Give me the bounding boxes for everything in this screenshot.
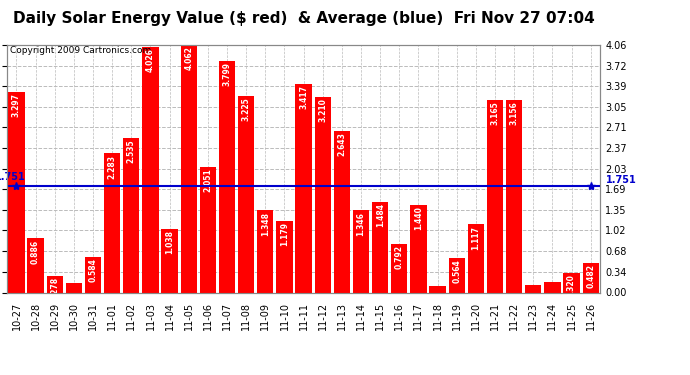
Bar [544,282,560,292]
Text: 1.179: 1.179 [280,222,289,246]
Text: Daily Solar Energy Value ($ red)  & Average (blue)  Fri Nov 27 07:04: Daily Solar Energy Value ($ red) & Avera… [12,11,595,26]
Bar [28,238,43,292]
Text: 2.051: 2.051 [204,169,213,192]
Text: 1.346: 1.346 [357,211,366,236]
Bar [219,61,235,292]
Text: 1.117: 1.117 [471,226,480,250]
Text: 1.751: 1.751 [607,174,637,184]
Text: 3.417: 3.417 [299,86,308,109]
Bar [487,99,503,292]
Text: 4.062: 4.062 [184,46,193,70]
Bar [238,96,255,292]
Text: 1.440: 1.440 [414,206,423,230]
Bar [582,263,599,292]
Bar [124,138,139,292]
Bar [391,244,407,292]
Bar [181,45,197,292]
Bar [104,153,120,292]
Text: 0.886: 0.886 [31,240,40,264]
Text: 2.535: 2.535 [127,139,136,163]
Bar [468,224,484,292]
Bar [257,210,273,292]
Text: 0.564: 0.564 [452,260,461,283]
Text: 0.482: 0.482 [586,264,595,288]
Bar [429,286,446,292]
Text: 2.283: 2.283 [108,154,117,178]
Text: 3.225: 3.225 [241,97,250,121]
Text: 0.320: 0.320 [567,274,576,298]
Text: 3.156: 3.156 [510,101,519,125]
Text: 4.026: 4.026 [146,48,155,72]
Bar [142,47,159,292]
Text: Copyright 2009 Cartronics.com: Copyright 2009 Cartronics.com [10,46,151,55]
Text: 3.297: 3.297 [12,93,21,117]
Bar [315,97,331,292]
Text: 1.751: 1.751 [0,172,26,182]
Bar [276,220,293,292]
Bar [47,276,63,292]
Bar [8,92,25,292]
Text: 0.278: 0.278 [50,277,59,301]
Bar [334,131,350,292]
Bar [161,229,178,292]
Bar [85,257,101,292]
Text: 3.799: 3.799 [223,62,232,86]
Text: 1.484: 1.484 [375,203,384,227]
Text: 1.038: 1.038 [165,231,174,255]
Bar [525,285,542,292]
Bar [506,100,522,292]
Bar [448,258,465,292]
Text: 0.584: 0.584 [88,258,97,282]
Text: 1.348: 1.348 [261,211,270,236]
Bar [200,168,216,292]
Bar [353,210,369,292]
Bar [372,202,388,292]
Text: 2.643: 2.643 [337,133,346,156]
Text: 0.792: 0.792 [395,246,404,270]
Text: 3.165: 3.165 [491,101,500,124]
Bar [66,283,82,292]
Text: 3.210: 3.210 [318,98,327,122]
Bar [411,205,426,292]
Bar [564,273,580,292]
Bar [295,84,312,292]
